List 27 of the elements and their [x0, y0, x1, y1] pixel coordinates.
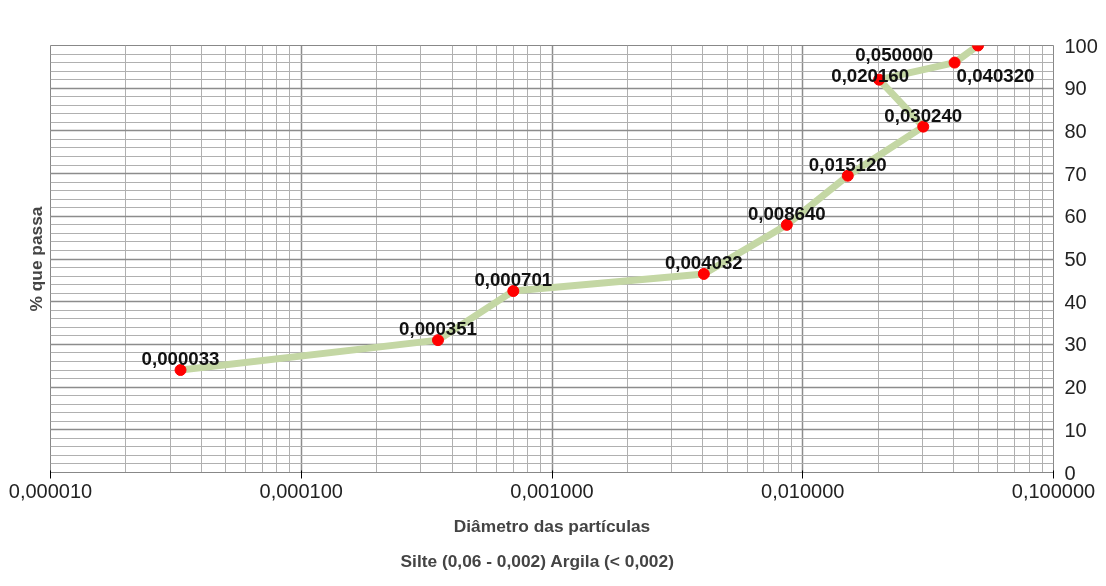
y-tick-label: 30	[1064, 333, 1087, 356]
y-tick-label: 10	[1064, 418, 1087, 441]
annotation: 0,000033	[141, 348, 220, 370]
y-tick-label: 60	[1064, 205, 1087, 228]
annotation: 0,020160	[831, 65, 910, 87]
x-axis-title: Diâmetro das partículas	[453, 515, 651, 536]
annotation: 0,050000	[855, 43, 934, 65]
annotation: 0,000351	[399, 318, 477, 340]
y-tick-label: 100	[1064, 34, 1098, 57]
y-tick-label: 80	[1064, 119, 1087, 142]
annotation: 0,004032	[664, 251, 743, 273]
y-tick-label: 90	[1064, 77, 1087, 100]
y-tick-label: 70	[1064, 162, 1087, 185]
text: Silte (0,06 - 0,002) Argila (< 0,002)	[400, 550, 674, 571]
y-tick-label: 40	[1064, 290, 1087, 313]
y-axis-title: % que passa	[25, 206, 46, 312]
annotation: 0,030240	[884, 104, 963, 126]
y-tick-label: 50	[1064, 248, 1087, 270]
annotation: 0,008640	[747, 202, 826, 224]
annotation: 0,000701	[474, 269, 553, 291]
x-tick-label: 0,000010	[8, 479, 93, 502]
annotation: 0,015120	[808, 153, 887, 175]
x-tick-label: 0,001000	[510, 479, 594, 502]
x-tick-label: 0,010000	[761, 479, 845, 502]
annotation: 0,040320	[956, 64, 1035, 86]
y-tick-label: 20	[1064, 376, 1087, 399]
x-tick-label: 0,000100	[259, 479, 343, 502]
